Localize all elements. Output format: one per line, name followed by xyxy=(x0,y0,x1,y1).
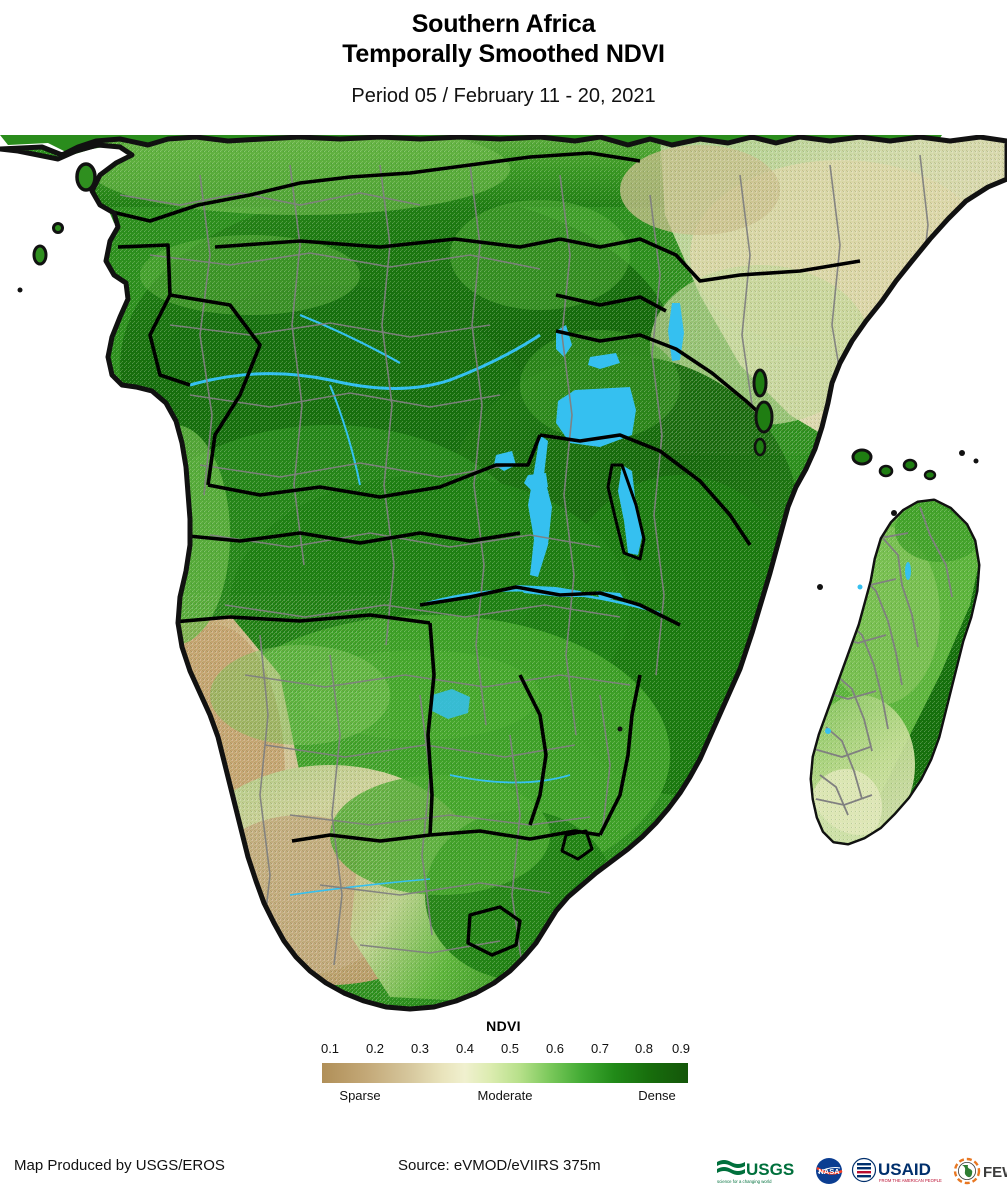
map-header: Southern Africa Temporally Smoothed NDVI… xyxy=(0,0,1007,109)
logo-strip: USGS science for a changing world NASA U… xyxy=(715,1150,1007,1192)
lake-malawi xyxy=(618,465,642,555)
coastline-layer xyxy=(0,135,1007,1012)
lake-bangweulu xyxy=(524,473,548,491)
legend-tick-8: 0.9 xyxy=(671,1041,691,1056)
page-subtitle: Period 05 / February 11 - 20, 2021 xyxy=(351,85,656,107)
ubangi-river xyxy=(299,313,401,364)
usgs-logo-tagline: science for a changing world xyxy=(717,1179,772,1184)
legend-class-dense: Dense xyxy=(638,1088,676,1103)
legend-tick-4: 0.5 xyxy=(500,1041,520,1056)
orange-river xyxy=(289,878,431,896)
anjouan-island xyxy=(902,458,918,472)
page-title-line-2: Temporally Smoothed NDVI xyxy=(342,40,665,68)
nasa-logo-text: NASA xyxy=(818,1167,840,1176)
nasa-logo[interactable]: NASA xyxy=(814,1156,844,1186)
legend-tick-0: 0.1 xyxy=(320,1041,340,1056)
mafia-island xyxy=(753,437,767,457)
mainland-coastline xyxy=(0,135,1007,1012)
glorioso-island xyxy=(959,450,965,456)
country-borders xyxy=(107,151,861,957)
legend-tick-7: 0.8 xyxy=(634,1041,654,1056)
legend-class-sparse: Sparse xyxy=(339,1088,381,1103)
grande-comore-island xyxy=(851,448,873,466)
limpopo-river xyxy=(449,774,571,784)
lake-tanganyika xyxy=(528,435,552,577)
map-footer: Map Produced by USGS/EROS Source: eVMOD/… xyxy=(0,1150,1007,1195)
fewsnet-logo-text: FEWS NET xyxy=(983,1164,1007,1181)
lake-victoria xyxy=(556,387,636,447)
usaid-logo-text: USAID xyxy=(878,1160,931,1179)
mada-lake-w xyxy=(857,584,863,590)
fewsnet-logo-icon: FEWS NET xyxy=(953,1157,1007,1185)
bioko-island xyxy=(75,162,97,192)
admin1-boundaries xyxy=(119,154,929,966)
small-island-w xyxy=(817,584,823,590)
usaid-logo-tagline: FROM THE AMERICAN PEOPLE xyxy=(879,1178,942,1183)
usaid-logo-icon: USAID FROM THE AMERICAN PEOPLE xyxy=(851,1157,942,1183)
principe-island xyxy=(52,222,64,234)
mada-lake-sw xyxy=(825,728,831,734)
small-island-ne xyxy=(973,458,979,464)
page-title-line-1: Southern Africa xyxy=(411,10,596,38)
sao-tome-island xyxy=(32,244,48,266)
legend-color-ramp xyxy=(322,1063,688,1083)
lake-kyoga xyxy=(588,353,620,369)
legend-tick-6: 0.7 xyxy=(590,1041,610,1056)
zanzibar-island xyxy=(754,400,774,434)
map-credit: Map Produced by USGS/EROS xyxy=(14,1157,225,1174)
annobon-island xyxy=(17,287,23,293)
ndvi-legend: NDVI 0.1 0.2 0.3 0.4 0.5 0.6 0.7 0.8 0.9… xyxy=(0,1018,1007,1123)
mayotte-island xyxy=(923,469,937,481)
legend-tick-1: 0.2 xyxy=(365,1041,385,1056)
bazaruto-island xyxy=(617,726,623,732)
legend-tick-2: 0.3 xyxy=(410,1041,430,1056)
okavango-delta xyxy=(432,689,470,719)
legend-tick-3: 0.4 xyxy=(455,1041,475,1056)
usgs-logo[interactable]: USGS science for a changing world xyxy=(715,1156,807,1186)
nasa-logo-icon: NASA xyxy=(816,1158,843,1184)
lake-alaotra xyxy=(905,562,911,580)
legend-tick-5: 0.6 xyxy=(545,1041,565,1056)
ndvi-map xyxy=(0,135,1007,1015)
legend-tick-labels: 0.1 0.2 0.3 0.4 0.5 0.6 0.7 0.8 0.9 xyxy=(320,1041,691,1059)
usaid-logo[interactable]: USAID FROM THE AMERICAN PEOPLE xyxy=(851,1156,946,1186)
small-island-c xyxy=(891,510,897,516)
usgs-logo-text: USGS xyxy=(746,1160,794,1179)
map-source: Source: eVMOD/eVIIRS 375m xyxy=(398,1157,601,1174)
usgs-logo-icon: USGS science for a changing world xyxy=(717,1160,794,1184)
legend-title: NDVI xyxy=(486,1018,521,1034)
pemba-island xyxy=(752,368,768,398)
map-canvas xyxy=(0,135,1007,1015)
legend-class-labels: Sparse Moderate Dense xyxy=(322,1088,688,1106)
moheli-island xyxy=(878,464,894,478)
legend-class-moderate: Moderate xyxy=(477,1088,533,1103)
fewsnet-logo[interactable]: FEWS NET xyxy=(953,1156,1007,1186)
